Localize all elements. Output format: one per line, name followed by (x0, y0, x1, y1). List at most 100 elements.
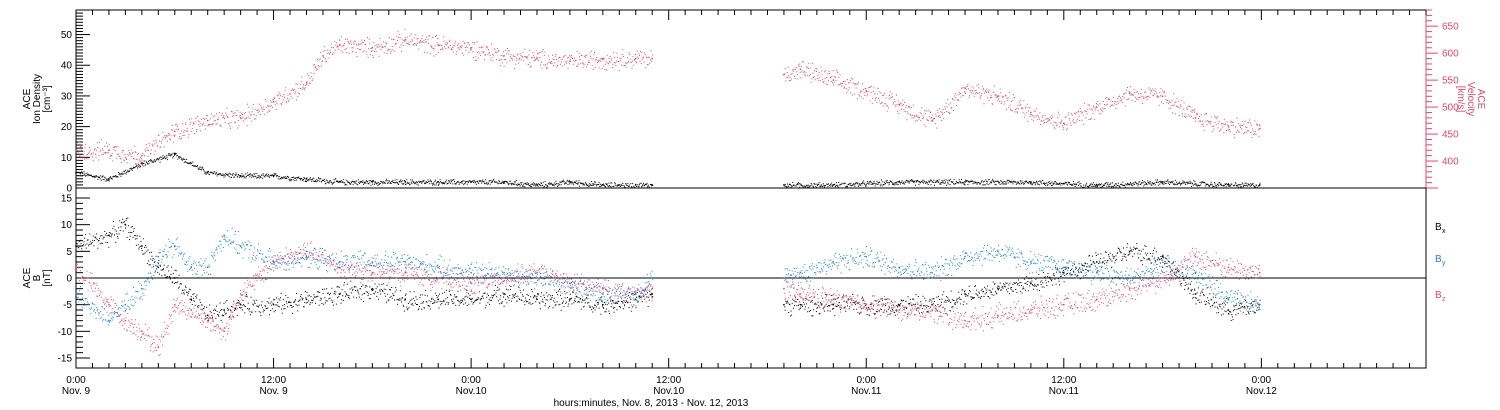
bottom-point (124, 319, 127, 322)
legend-subscript: y (1442, 260, 1446, 267)
bottom-point (305, 298, 308, 301)
top-point (569, 181, 571, 183)
top-point (108, 178, 110, 180)
bottom-point (1227, 309, 1230, 311)
bottom-point (305, 250, 308, 253)
bottom-point (997, 314, 999, 317)
bottom-point (536, 271, 538, 274)
top-point (635, 57, 637, 60)
bottom-point (470, 271, 472, 274)
x-tick-label-time: 12:00 (1051, 375, 1076, 386)
bottom-point (75, 293, 77, 295)
x-tick-label-time: 12:00 (656, 375, 681, 386)
top-point (305, 82, 308, 84)
bottom-point (190, 266, 192, 269)
x-tick-label-date: Nov.12 (1246, 386, 1277, 397)
x-tick-label-time: 0:00 (857, 375, 877, 386)
bottom-point (651, 277, 653, 279)
top-point (536, 184, 538, 186)
bottom-point (1258, 271, 1261, 274)
bottom-left-tick-label: -10 (58, 327, 73, 338)
legend-label: B (1435, 254, 1442, 265)
bottom-point (1128, 277, 1131, 279)
legend-label: B (1435, 290, 1442, 301)
top-point (964, 87, 966, 89)
top-point (206, 171, 209, 174)
top-point (503, 55, 505, 57)
bottom-point (997, 287, 999, 290)
x-tick-label-date: Nov. 9 (259, 386, 288, 397)
top-point (1258, 127, 1261, 130)
top-right-axis-label-line: ACE (1475, 89, 1486, 110)
bottom-point (1030, 261, 1032, 263)
top-left-axis-label-line: [cm⁻³] (42, 85, 53, 113)
bottom-point (371, 271, 374, 274)
bottom-point (371, 261, 374, 263)
bottom-point (1063, 271, 1065, 274)
top-right-tick-label: 400 (1442, 157, 1459, 168)
top-point (322, 55, 324, 57)
bottom-left-axis-label: ACE B [nT] (22, 267, 53, 288)
top-point (931, 119, 933, 122)
top-right-tick-label: 550 (1442, 76, 1459, 87)
bottom-left-tick-label: -5 (63, 300, 72, 311)
bottom-point (569, 298, 571, 301)
bottom-point (997, 250, 999, 253)
top-left-tick-label: 50 (61, 30, 73, 41)
bottom-point (223, 330, 225, 333)
top-point (1161, 181, 1164, 183)
x-tick-label-date: Nov.11 (851, 386, 882, 397)
bottom-point (371, 287, 374, 290)
bottom-point (239, 293, 242, 295)
bottom-point (174, 277, 176, 279)
bottom-point (206, 266, 209, 269)
top-left-axis-label: ACE Ion Density [cm⁻³] (22, 74, 53, 124)
bottom-point (635, 293, 637, 295)
bottom-point (305, 255, 308, 258)
bottom-point (964, 319, 966, 322)
bottom-point (1227, 298, 1230, 301)
bottom-point (223, 234, 225, 237)
bottom-point (174, 303, 176, 306)
bottom-point (437, 298, 439, 301)
top-point (1128, 92, 1131, 95)
bottom-point (206, 319, 209, 322)
top-point (569, 60, 571, 62)
top-series-velocity (75, 28, 1261, 167)
x-tick-label-date: Nov.10 (456, 386, 487, 397)
legend-subscript: z (1442, 296, 1446, 303)
bottom-point (470, 298, 472, 301)
top-left-tick-label: 20 (61, 122, 73, 133)
top-point (272, 100, 275, 103)
bottom-point (1128, 250, 1131, 253)
top-point (404, 181, 407, 183)
bottom-series-x (75, 217, 1261, 322)
bottom-point (898, 266, 900, 269)
bottom-point (124, 303, 127, 306)
bottom-point (503, 293, 505, 295)
bottom-point (141, 330, 143, 333)
bottom-scatter-cloud (76, 217, 1261, 322)
bottom-series-y (75, 227, 1261, 326)
bottom-point (964, 255, 966, 258)
bottom-point (1063, 266, 1065, 269)
bottom-point (1128, 287, 1131, 290)
bottom-point (1194, 293, 1197, 295)
top-point (174, 153, 176, 155)
top-right-tick-label: 500 (1442, 103, 1459, 114)
bottom-point (239, 303, 242, 306)
top-point (1030, 111, 1032, 114)
bottom-point (157, 255, 160, 258)
bottom-point (931, 303, 933, 306)
bottom-point (404, 261, 407, 263)
bottom-point (1095, 271, 1098, 274)
bottom-point (832, 303, 835, 306)
bottom-point (602, 303, 604, 306)
bottom-point (437, 266, 439, 269)
bottom-point (651, 287, 653, 290)
top-point (1030, 181, 1032, 183)
bottom-left-axis-label-line: ACE (22, 267, 33, 288)
